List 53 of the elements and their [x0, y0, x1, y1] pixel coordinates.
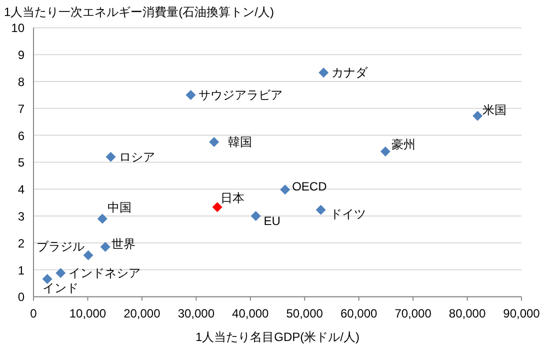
- x-tick-label: 30,000: [178, 306, 215, 321]
- point: [97, 214, 108, 224]
- series-label: 世界: [111, 236, 136, 251]
- series-label: ブラジル: [36, 239, 84, 254]
- series-label: インドネシア: [68, 266, 141, 280]
- x-tick-label: 0: [30, 306, 38, 321]
- point: [380, 146, 390, 156]
- y-tick-label: 3: [18, 210, 25, 224]
- point: [100, 242, 110, 252]
- series-label: カナダ: [332, 66, 369, 80]
- series-label: OECD: [292, 180, 328, 194]
- x-tick-label: 90,000: [503, 306, 540, 321]
- x-tick-label: 80,000: [448, 306, 486, 321]
- series-label: ロシア: [118, 150, 155, 164]
- y-tick-label: 0: [18, 290, 25, 304]
- series-label: 豪州: [391, 137, 416, 152]
- point: [186, 90, 196, 100]
- series-label: EU: [264, 214, 280, 228]
- x-tick-label: 10,000: [69, 306, 106, 321]
- y-tick-label: 7: [18, 102, 25, 116]
- y-tick-label: 2: [18, 236, 25, 250]
- y-tick-label: 5: [18, 156, 25, 170]
- series-label: 日本: [220, 191, 244, 206]
- point: [42, 274, 52, 284]
- y-tick-label: 4: [18, 182, 25, 197]
- series-label: ドイツ: [330, 206, 366, 221]
- x-axis-title: 1人当たり名目GDP(米ドル/人): [195, 330, 360, 344]
- point: [250, 211, 261, 221]
- y-tick-label: 6: [18, 128, 25, 143]
- series-label: 中国: [107, 200, 132, 215]
- point: [212, 202, 222, 212]
- x-tick-label: 70,000: [394, 306, 432, 321]
- point: [83, 250, 94, 260]
- y-tick-label: 10: [11, 21, 25, 36]
- series-label: インド: [42, 280, 78, 295]
- x-tick-label: 40,000: [232, 306, 270, 321]
- point: [209, 137, 220, 148]
- y-tick-label: 8: [18, 75, 25, 89]
- series-label: サウジアラビア: [198, 88, 283, 102]
- x-tick-label: 60,000: [340, 306, 378, 321]
- series-label: 韓国: [228, 135, 252, 150]
- point: [472, 110, 483, 121]
- series-label: 米国: [482, 102, 507, 117]
- point: [316, 204, 326, 215]
- point: [280, 184, 290, 195]
- point: [106, 152, 116, 162]
- y-tick-label: 1: [18, 263, 25, 278]
- y-tick-label: 9: [18, 48, 25, 62]
- y-axis-title: 1人当たり一次エネルギー消費量(石油換算トン/人): [4, 5, 274, 19]
- x-tick-label: 50,000: [286, 306, 324, 321]
- point: [56, 268, 66, 278]
- x-tick-label: 20,000: [124, 306, 161, 321]
- point: [318, 68, 329, 78]
